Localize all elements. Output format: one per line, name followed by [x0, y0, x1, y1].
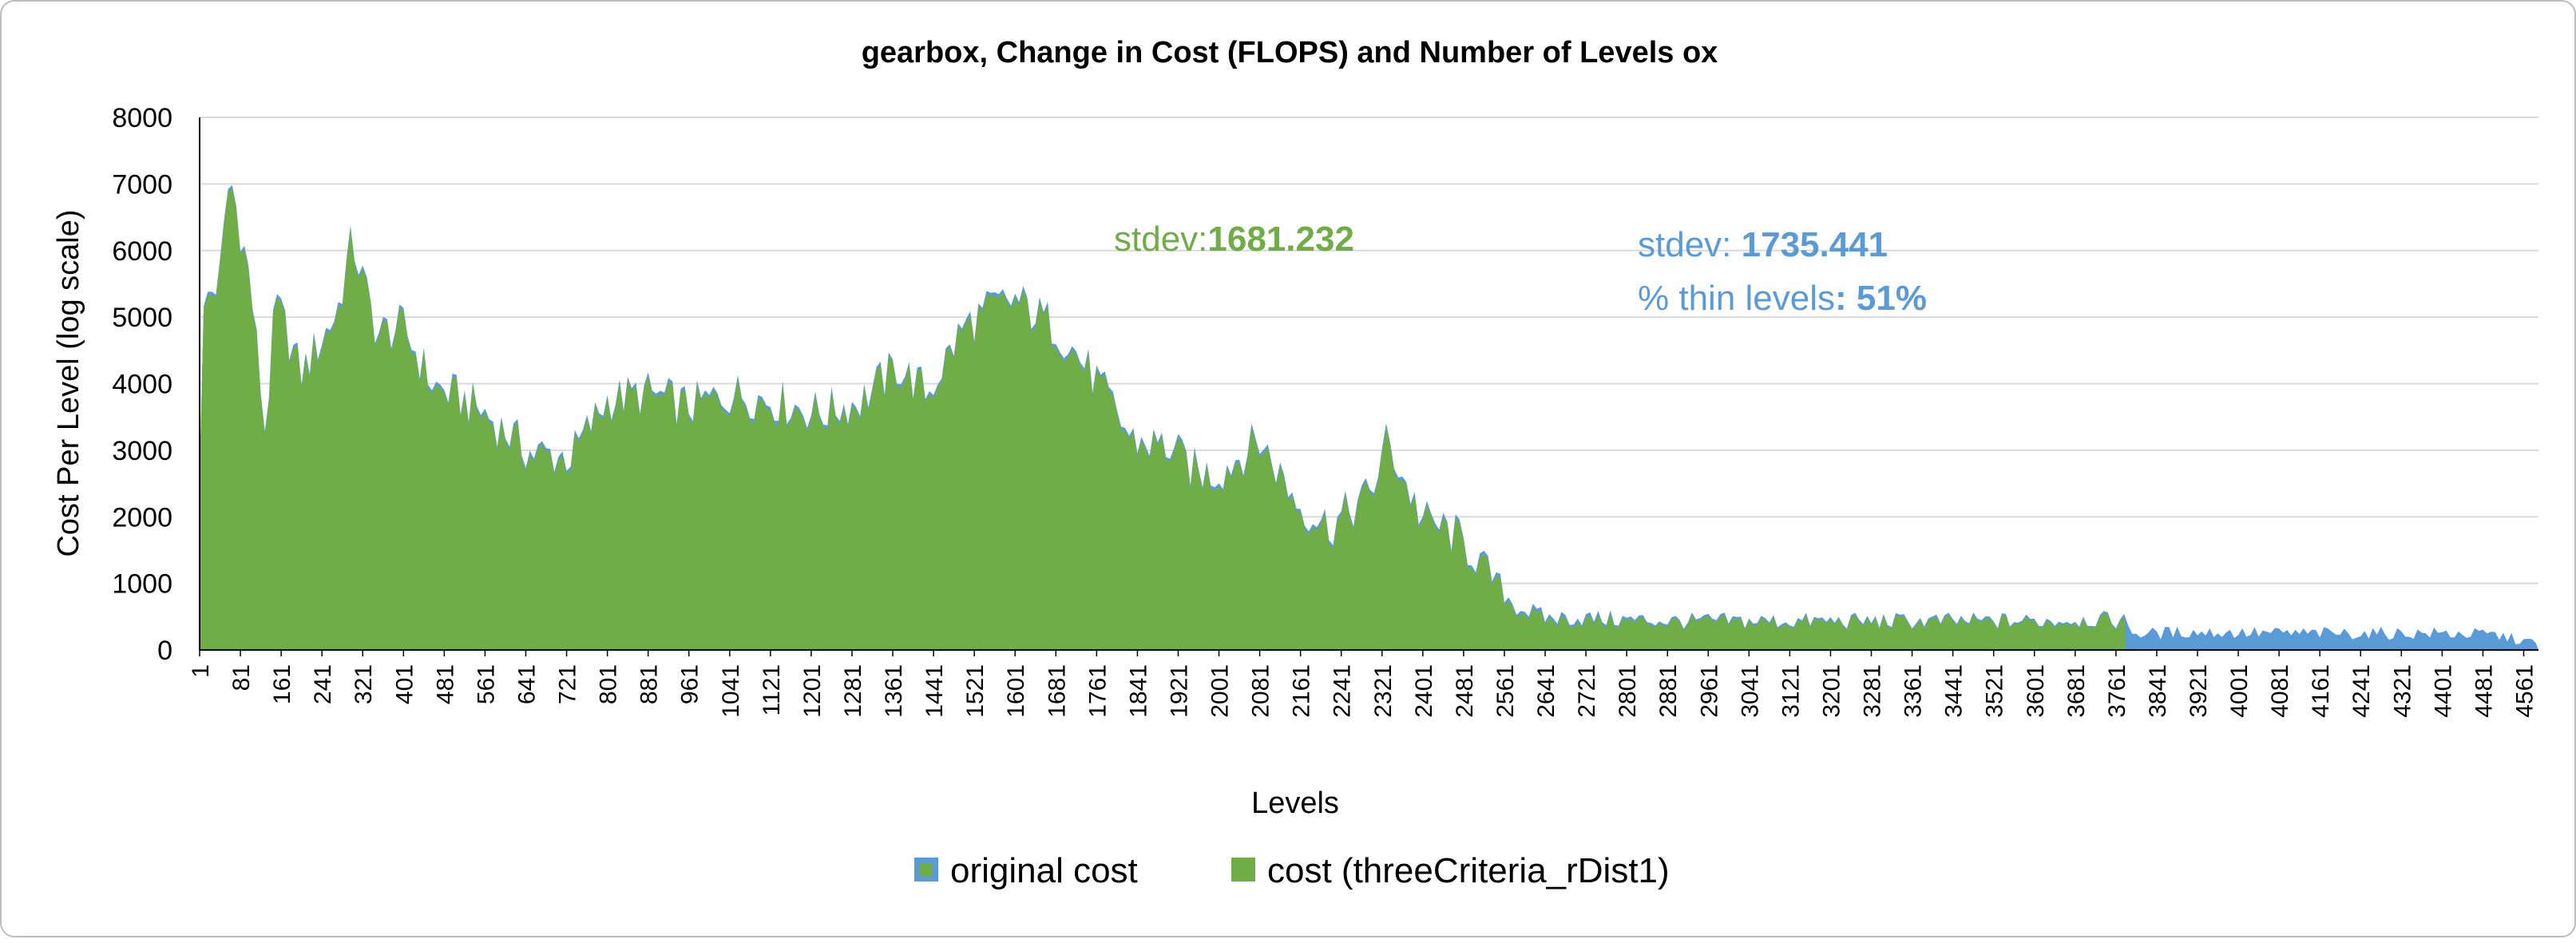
stdev-blue-label: stdev:	[1638, 225, 1742, 264]
x-tick-label-1281: 1281	[840, 664, 866, 718]
y-tick-label-0: 0	[157, 636, 172, 666]
y-tick-label-5000: 5000	[112, 303, 172, 333]
stdev-green-label: stdev:	[1114, 220, 1207, 259]
x-tick-label-641: 641	[513, 664, 540, 704]
x-tick-label-2321: 2321	[1370, 664, 1397, 718]
x-tick-label-3201: 3201	[1818, 664, 1845, 718]
y-tick-label-1000: 1000	[112, 569, 172, 600]
x-tick-label-3121: 3121	[1777, 664, 1804, 718]
legend-item-three-criteria[interactable]: cost (threeCriteria_rDist1)	[1231, 851, 1670, 890]
x-tick-label-3521: 3521	[1982, 664, 2008, 718]
x-tick-label-881: 881	[636, 664, 663, 704]
x-tick-label-81: 81	[228, 664, 255, 691]
stdev-annotation-blue: stdev: 1735.441	[1638, 225, 1888, 264]
x-tick-label-2561: 2561	[1492, 664, 1519, 718]
x-tick-label-4241: 4241	[2348, 664, 2375, 718]
legend-label-original-cost: original cost	[950, 851, 1138, 890]
x-tick-label-961: 961	[677, 664, 703, 704]
x-tick-label-2481: 2481	[1452, 664, 1478, 718]
x-tick-label-3841: 3841	[2145, 664, 2171, 718]
x-tick-label-4481: 4481	[2471, 664, 2497, 718]
x-tick-label-1681: 1681	[1044, 664, 1070, 718]
x-tick-label-321: 321	[351, 664, 377, 704]
x-tick-label-3681: 3681	[2063, 664, 2090, 718]
x-tick-label-4561: 4561	[2511, 664, 2538, 718]
x-tick-label-3601: 3601	[2023, 664, 2049, 718]
x-tick-label-481: 481	[432, 664, 458, 704]
x-tick-label-2081: 2081	[1248, 664, 1274, 718]
x-tick-label-241: 241	[310, 664, 336, 704]
x-tick-label-2161: 2161	[1289, 664, 1315, 718]
x-tick-label-1521: 1521	[962, 664, 989, 718]
x-tick-label-4401: 4401	[2430, 664, 2456, 718]
x-tick-label-1601: 1601	[1003, 664, 1029, 718]
y-tick-label-8000: 8000	[112, 103, 172, 133]
thin-levels-annotation: % thin levels: 51%	[1638, 279, 1927, 318]
y-tick-labels: 0 1000 2000 3000 4000 5000 6000 7000 8000	[112, 103, 172, 666]
x-tick-label-1441: 1441	[921, 664, 948, 718]
x-tick-label-2801: 2801	[1615, 664, 1641, 718]
x-tick-label-4161: 4161	[2308, 664, 2334, 718]
x-tick-label-2881: 2881	[1655, 664, 1682, 718]
x-tick-label-2401: 2401	[1411, 664, 1437, 718]
x-axis-title: Levels	[1251, 786, 1339, 820]
x-tick-label-1361: 1361	[881, 664, 907, 718]
legend-label-three-criteria: cost (threeCriteria_rDist1)	[1267, 851, 1670, 890]
x-tick-labels: 1 81 161 241 321 401 481 561 641 721 801 881 961 1041…	[188, 650, 2538, 718]
x-tick-label-1841: 1841	[1125, 664, 1151, 718]
series-layer	[200, 184, 2538, 651]
stdev-blue-value: 1735.441	[1742, 225, 1888, 264]
x-tick-label-401: 401	[391, 664, 418, 704]
x-tick-label-4081: 4081	[2267, 664, 2293, 718]
x-tick-label-4001: 4001	[2226, 664, 2253, 718]
x-tick-label-1201: 1201	[799, 664, 826, 718]
x-tick-label-721: 721	[555, 664, 581, 704]
x-tick-label-3361: 3361	[1900, 664, 1927, 718]
x-tick-label-1: 1	[188, 664, 214, 678]
x-tick-label-161: 161	[269, 664, 295, 704]
stdev-green-value: 1681.232	[1207, 220, 1354, 259]
x-tick-label-2001: 2001	[1207, 664, 1234, 718]
x-tick-label-801: 801	[596, 664, 622, 704]
x-tick-label-2961: 2961	[1696, 664, 1722, 718]
legend-item-original-cost[interactable]: original cost	[914, 851, 1138, 890]
legend-swatch-original-cost-inner	[920, 863, 933, 876]
x-tick-label-4321: 4321	[2389, 664, 2415, 718]
x-tick-label-1041: 1041	[718, 664, 744, 718]
x-tick-label-2721: 2721	[1574, 664, 1600, 718]
y-axis-title: Cost Per Level (log scale)	[52, 209, 85, 557]
x-tick-label-1921: 1921	[1166, 664, 1192, 718]
x-tick-label-3441: 3441	[1941, 664, 1968, 718]
x-tick-label-561: 561	[473, 664, 499, 704]
thin-levels-value: : 51%	[1835, 279, 1927, 318]
legend-swatch-three-criteria	[1231, 858, 1255, 882]
y-tick-label-4000: 4000	[112, 370, 172, 400]
x-tick-label-1121: 1121	[759, 664, 785, 716]
thin-levels-label: % thin levels	[1638, 279, 1835, 318]
stdev-annotation-green: stdev:1681.232	[1114, 220, 1354, 259]
x-tick-label-3761: 3761	[2104, 664, 2130, 718]
x-tick-label-1761: 1761	[1084, 664, 1111, 718]
series-cost-three-criteria	[200, 188, 2126, 651]
legend: original cost cost (threeCriteria_rDist1…	[914, 851, 1670, 890]
x-tick-label-2241: 2241	[1330, 664, 1356, 718]
y-tick-label-7000: 7000	[112, 169, 172, 200]
x-tick-label-3921: 3921	[2186, 664, 2212, 718]
chart-title: gearbox, Change in Cost (FLOPS) and Numb…	[862, 36, 1718, 69]
x-tick-label-2641: 2641	[1533, 664, 1559, 718]
y-tick-label-3000: 3000	[112, 436, 172, 466]
x-tick-label-3281: 3281	[1860, 664, 1886, 718]
x-tick-label-3041: 3041	[1737, 664, 1763, 718]
y-tick-label-2000: 2000	[112, 502, 172, 533]
y-tick-label-6000: 6000	[112, 236, 172, 267]
